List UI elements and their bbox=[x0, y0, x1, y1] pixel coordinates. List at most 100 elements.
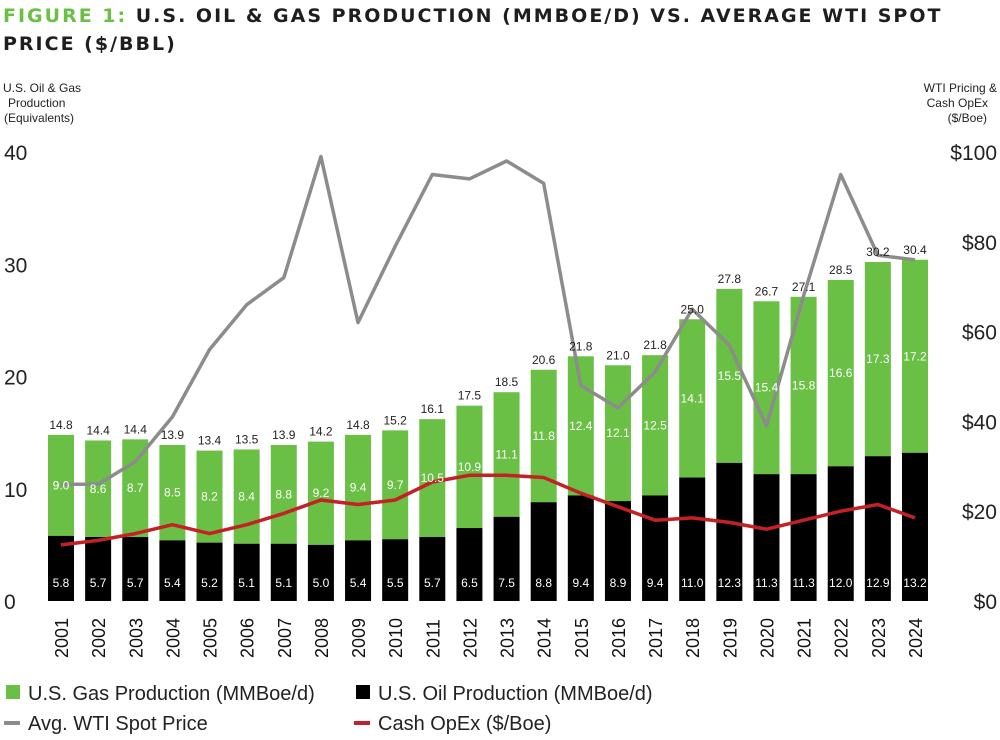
data-labels: 14.8 9.0 5.8 14.4 8.6 5.7 14.4 8.7 5.7 13.9 8.5 5.4… bbox=[49, 243, 927, 590]
gas-bar bbox=[827, 279, 854, 467]
total-label: 14.4 bbox=[124, 422, 148, 436]
gas-value-label: 9.7 bbox=[387, 478, 404, 492]
oil-bar bbox=[493, 516, 520, 601]
oil-bar bbox=[382, 539, 409, 601]
gas-bar bbox=[419, 419, 446, 538]
oil-bar bbox=[864, 456, 891, 601]
oil-value-label: 11.0 bbox=[681, 576, 704, 590]
year-label: 2021 bbox=[795, 618, 815, 658]
oil-value-label: 11.3 bbox=[755, 576, 778, 590]
oil-bar bbox=[679, 477, 706, 601]
oil-value-label: 5.4 bbox=[164, 576, 181, 590]
left-tick-label: 0 bbox=[4, 591, 16, 614]
year-label: 2016 bbox=[609, 618, 629, 658]
gas-value-label: 9.2 bbox=[313, 486, 330, 500]
right-axis-ticks: $0 $20 $40 $60 $80 $100 bbox=[950, 142, 997, 614]
oil-value-label: 5.4 bbox=[350, 576, 367, 590]
oil-bar bbox=[790, 474, 817, 601]
total-label: 28.5 bbox=[829, 263, 853, 277]
right-axis-label-line-2: Cash OpEx bbox=[927, 96, 988, 110]
gas-bar bbox=[864, 262, 891, 457]
legend-gas-swatch bbox=[6, 685, 20, 699]
year-label: 2008 bbox=[312, 618, 332, 658]
year-label: 2007 bbox=[275, 618, 295, 658]
gas-value-label: 12.5 bbox=[643, 418, 667, 432]
oil-bar bbox=[307, 544, 334, 601]
gas-bar bbox=[345, 434, 372, 541]
gas-bar bbox=[604, 365, 631, 502]
total-label: 13.9 bbox=[272, 428, 296, 442]
gas-bar bbox=[382, 430, 409, 540]
gas-value-label: 15.5 bbox=[718, 369, 742, 383]
total-label: 27.8 bbox=[718, 272, 742, 286]
year-label: 2006 bbox=[238, 618, 258, 658]
total-label: 21.8 bbox=[643, 338, 667, 352]
legend: U.S. Gas Production (MMBoe/d) U.S. Oil P… bbox=[4, 683, 653, 735]
year-label: 2015 bbox=[572, 618, 592, 658]
left-axis-label-line-1: U.S. Oil & Gas bbox=[3, 81, 81, 95]
oil-value-label: 8.9 bbox=[610, 576, 627, 590]
total-label: 18.5 bbox=[495, 375, 519, 389]
gas-value-label: 16.6 bbox=[829, 366, 853, 380]
legend-wti-label: Avg. WTI Spot Price bbox=[28, 713, 208, 735]
oil-bar bbox=[159, 540, 186, 601]
oil-bar bbox=[48, 535, 74, 601]
year-label: 2004 bbox=[163, 618, 183, 658]
right-axis-label-line-3: ($/Boe) bbox=[948, 111, 987, 125]
year-label: 2014 bbox=[535, 618, 555, 658]
left-tick-label: 20 bbox=[4, 367, 27, 390]
oil-bar bbox=[530, 502, 557, 601]
total-label: 21.0 bbox=[606, 348, 630, 362]
total-label: 30.2 bbox=[866, 245, 890, 259]
wti-price-line bbox=[61, 154, 916, 487]
gas-bar bbox=[493, 392, 520, 517]
oil-bar bbox=[901, 452, 928, 601]
oil-value-label: 12.9 bbox=[866, 576, 890, 590]
oil-value-label: 6.5 bbox=[461, 576, 478, 590]
year-label: 2009 bbox=[349, 618, 369, 658]
year-label: 2001 bbox=[52, 618, 72, 658]
oil-bar bbox=[642, 495, 669, 601]
oil-value-label: 12.3 bbox=[718, 576, 742, 590]
right-tick-label: $0 bbox=[974, 591, 997, 614]
total-label: 14.4 bbox=[86, 423, 110, 437]
right-tick-label: $40 bbox=[962, 411, 997, 434]
oil-value-label: 5.0 bbox=[313, 576, 330, 590]
oil-value-label: 7.5 bbox=[498, 576, 515, 590]
oil-bar bbox=[85, 537, 112, 601]
total-label: 21.8 bbox=[569, 339, 593, 353]
gas-bar bbox=[122, 439, 149, 538]
gas-bar bbox=[307, 441, 334, 545]
oil-bar bbox=[233, 543, 260, 601]
total-label: 13.9 bbox=[161, 428, 185, 442]
oil-value-label: 12.0 bbox=[829, 576, 853, 590]
year-label: 2020 bbox=[757, 618, 777, 658]
total-label: 25.0 bbox=[681, 302, 705, 316]
gas-value-label: 10.5 bbox=[421, 471, 445, 485]
gas-value-label: 12.1 bbox=[606, 426, 630, 440]
oil-value-label: 5.7 bbox=[90, 576, 107, 590]
total-label: 27.1 bbox=[792, 280, 816, 294]
year-label: 2022 bbox=[832, 618, 852, 658]
left-axis-label-line-2: Production bbox=[8, 96, 65, 110]
gas-value-label: 14.1 bbox=[681, 391, 705, 405]
total-label: 16.1 bbox=[421, 402, 445, 416]
oil-value-label: 8.8 bbox=[535, 576, 552, 590]
oil-bar bbox=[270, 543, 297, 601]
year-label: 2011 bbox=[423, 619, 443, 658]
left-tick-label: 40 bbox=[4, 142, 27, 165]
gas-bar bbox=[716, 288, 743, 463]
oil-value-label: 5.7 bbox=[127, 576, 144, 590]
chart-title: FIGURE 1: U.S. OIL & GAS PRODUCTION (MMB… bbox=[3, 2, 993, 58]
oil-bar bbox=[122, 537, 149, 601]
oil-bar bbox=[345, 540, 372, 601]
gas-value-label: 8.7 bbox=[127, 481, 144, 495]
year-label: 2019 bbox=[720, 618, 740, 658]
line-series bbox=[60, 154, 916, 547]
year-label: 2005 bbox=[201, 618, 221, 658]
gas-value-label: 15.4 bbox=[755, 381, 779, 395]
oil-value-label: 9.4 bbox=[572, 576, 589, 590]
oil-value-label: 5.1 bbox=[275, 576, 292, 590]
gas-bar bbox=[196, 450, 223, 543]
